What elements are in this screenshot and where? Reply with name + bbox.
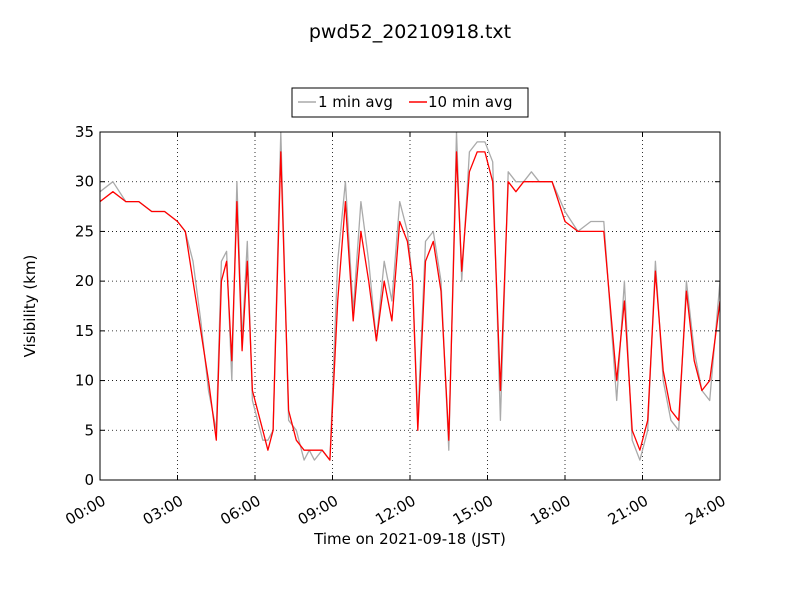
x-tick-label: 18:00 (527, 492, 573, 529)
series-line-10min-avg (100, 151, 720, 461)
series-layer (100, 132, 720, 461)
y-tick-label: 0 (84, 471, 94, 489)
x-tick-label: 03:00 (140, 492, 186, 529)
x-tick-label: 24:00 (682, 492, 728, 529)
y-tick-label: 35 (75, 123, 94, 141)
y-tick-label: 10 (75, 372, 94, 390)
chart-title: pwd52_20210918.txt (309, 21, 511, 43)
y-axis-label: Visibility (km) (21, 255, 39, 358)
x-axis-label: Time on 2021-09-18 (JST) (313, 530, 506, 548)
x-tick-label: 00:00 (62, 492, 108, 529)
legend-label-10min: 10 min avg (428, 93, 513, 111)
y-tick-label: 20 (75, 272, 94, 290)
y-tick-label: 15 (75, 322, 94, 340)
series-line-1min-avg (100, 132, 720, 461)
x-tick-label: 06:00 (217, 492, 263, 529)
y-tick-label: 30 (75, 173, 94, 191)
x-tick-label: 15:00 (450, 492, 496, 529)
x-tick-label: 09:00 (295, 492, 341, 529)
legend: 1 min avg 10 min avg (291, 87, 529, 118)
y-tick-label: 25 (75, 222, 94, 240)
x-tick-label: 12:00 (372, 492, 418, 529)
y-axis: 0 5 10 15 20 25 30 35 (75, 123, 720, 489)
plot-area (100, 132, 720, 480)
y-tick-label: 5 (84, 421, 94, 439)
x-tick-label: 21:00 (605, 492, 651, 529)
legend-label-1min: 1 min avg (318, 93, 393, 111)
